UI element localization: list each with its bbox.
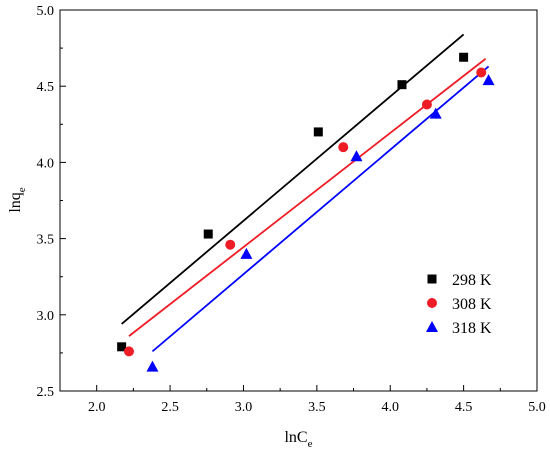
y-axis-title-main: lnq [7,192,24,212]
data-point [203,229,213,239]
y-tick-label: 4.0 [37,156,55,171]
legend-label: 318 K [452,320,492,337]
data-point [123,346,134,357]
y-tick-label: 3.0 [37,309,55,324]
y-tick-label: 3.5 [37,233,55,248]
data-point [421,99,432,110]
y-tick-label: 4.5 [37,80,55,95]
x-tick-label: 5.0 [528,400,546,415]
x-tick-label: 2.0 [88,400,106,415]
x-tick-label: 4.5 [455,400,473,415]
legend: 298 K 308 K 318 K [426,272,492,337]
data-point [338,142,349,153]
x-tick-label: 3.0 [235,400,253,415]
legend-label: 308 K [452,296,492,313]
y-tick-label: 5.0 [37,4,55,19]
data-point [117,342,127,352]
data-point [240,247,253,259]
y-axis-title-subscript: e [16,187,28,192]
legend-marker [427,298,437,308]
data-point [476,67,487,78]
legend-label: 298 K [452,272,492,289]
data-points [117,52,495,372]
fit-line [151,65,490,353]
data-point [482,74,495,86]
x-tick-label: 2.5 [161,400,179,415]
axis-ticks: 2.0 2.5 3.0 3.5 4.0 4.5 5.0 2.5 3.0 3.5 4.0 4.5 5.0 [37,4,546,415]
data-point [146,360,159,372]
x-axis-title-main: lnC [284,429,307,446]
data-point [397,80,407,90]
x-tick-label: 4.0 [381,400,399,415]
data-point [429,107,442,119]
fit-line [128,58,487,337]
data-point [225,239,236,250]
legend-marker [427,274,437,284]
data-point [459,52,469,62]
x-axis-title: lnCe [284,429,312,450]
legend-marker [426,321,438,332]
data-point [350,150,363,162]
y-axis-title: lnqe [7,187,28,212]
fit-line [121,33,465,325]
y-tick-label: 2.5 [37,385,55,400]
x-tick-label: 3.5 [308,400,326,415]
x-axis-title-subscript: e [308,438,313,450]
data-point [313,127,323,137]
